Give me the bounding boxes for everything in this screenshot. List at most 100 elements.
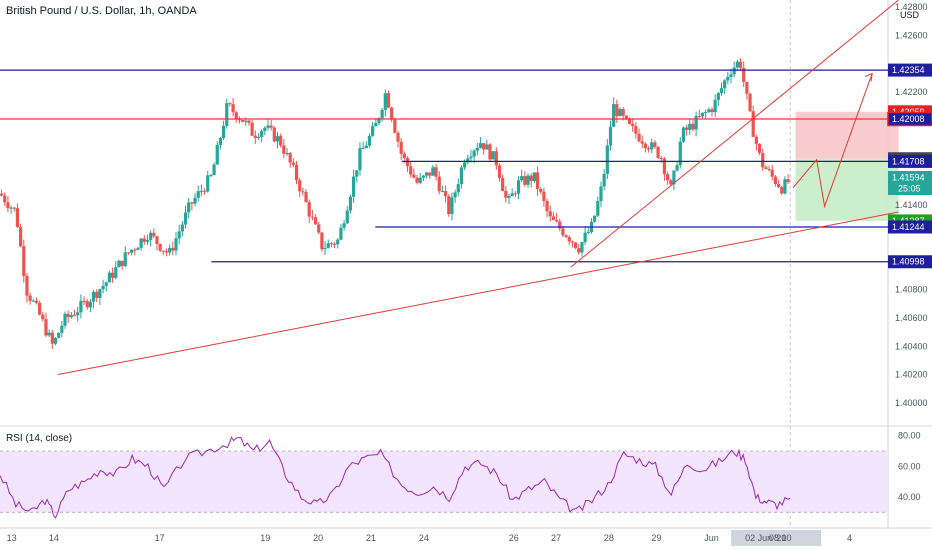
candle-body <box>38 302 42 315</box>
candle-body <box>748 93 752 112</box>
candle-body <box>561 228 565 236</box>
candle-body <box>757 143 762 153</box>
candle-body <box>263 127 267 131</box>
candle-body <box>440 191 445 193</box>
candle-body <box>421 175 425 178</box>
candle-body <box>152 232 156 237</box>
candle-body <box>678 141 682 166</box>
candle-body <box>352 176 356 197</box>
candle-body <box>110 272 115 278</box>
candle-body <box>773 176 778 184</box>
candle-body <box>76 312 80 316</box>
candle-body <box>117 260 121 268</box>
y-tick-label-0: 1.40000 <box>895 398 928 408</box>
candle-body <box>437 176 441 192</box>
candle-body <box>339 227 343 240</box>
candle-body <box>646 148 651 150</box>
candle-body <box>320 232 324 250</box>
candle-body <box>91 291 96 302</box>
candle-body <box>447 196 451 215</box>
candle-body <box>665 174 670 181</box>
candle-body <box>285 152 289 154</box>
forecast-arrowhead <box>864 72 873 82</box>
candle-body <box>783 179 787 194</box>
candle-body <box>402 153 406 158</box>
candle-body <box>716 92 720 100</box>
candle-body <box>0 193 4 196</box>
candle-body <box>142 238 146 242</box>
candle-body <box>640 141 644 144</box>
candle-body <box>761 152 765 168</box>
candle-body <box>313 217 318 225</box>
candle-body <box>228 103 232 105</box>
candle-body <box>133 249 137 251</box>
candle-body <box>726 76 730 81</box>
candle-body <box>6 202 10 209</box>
candle-body <box>41 314 45 320</box>
candle-body <box>158 243 162 251</box>
candle-body <box>383 93 387 110</box>
candle-body <box>250 122 254 136</box>
candle-body <box>253 135 257 138</box>
forecast-path <box>792 73 873 209</box>
rsi-tick-label-0: 40.00 <box>898 492 921 502</box>
candle-body <box>123 252 127 267</box>
candle-body <box>279 136 283 146</box>
candle-body <box>19 227 23 247</box>
candle-body <box>491 151 495 160</box>
rsi-band <box>0 451 888 513</box>
candle-body <box>47 332 51 336</box>
candle-body <box>472 150 476 157</box>
candle-body <box>101 285 105 290</box>
target-zone <box>795 158 899 221</box>
candle-body <box>469 156 473 159</box>
candle-body <box>409 166 413 175</box>
candle-body <box>732 67 736 75</box>
candle-body <box>336 239 340 245</box>
candle-body <box>177 231 181 239</box>
candle-body <box>12 207 16 209</box>
candle-body <box>605 145 609 174</box>
candle-body <box>187 202 191 213</box>
candle-body <box>390 107 394 120</box>
candle-body <box>780 187 784 194</box>
candle-body <box>282 145 286 154</box>
candle-body <box>723 80 727 89</box>
candle-body <box>551 216 556 220</box>
x-tick-label-10: 29 <box>651 533 661 543</box>
candle-body <box>361 147 365 149</box>
candle-body <box>326 243 330 249</box>
candle-body <box>554 219 559 222</box>
candle-body <box>25 276 29 296</box>
candle-body <box>507 196 511 198</box>
price-label-4: 1.41708 <box>892 156 925 166</box>
price-label-7: 1.41244 <box>892 222 925 232</box>
candle-body <box>691 123 695 130</box>
candle-body <box>256 137 261 139</box>
candle-body <box>183 212 188 225</box>
candle-body <box>719 88 724 93</box>
candle-body <box>681 127 686 142</box>
candle-body <box>174 238 178 251</box>
candle-body <box>193 197 197 204</box>
candle-body <box>342 223 346 228</box>
candle-body <box>180 224 184 232</box>
candle-body <box>107 272 112 283</box>
candle-body <box>548 211 552 217</box>
candle-body <box>15 208 20 228</box>
candle-body <box>221 125 226 139</box>
candle-body <box>685 127 689 130</box>
candle-body <box>659 157 663 159</box>
candle-body <box>3 195 7 203</box>
x-tick-label-1: 14 <box>49 533 59 543</box>
candle-body <box>688 123 692 130</box>
candle-body <box>66 313 70 318</box>
candle-body <box>212 164 216 176</box>
candle-body <box>542 191 546 201</box>
candle-body <box>44 319 48 336</box>
candle-body <box>88 301 92 308</box>
candle-body <box>767 169 771 171</box>
candle-body <box>218 138 223 145</box>
candle-body <box>374 123 378 127</box>
